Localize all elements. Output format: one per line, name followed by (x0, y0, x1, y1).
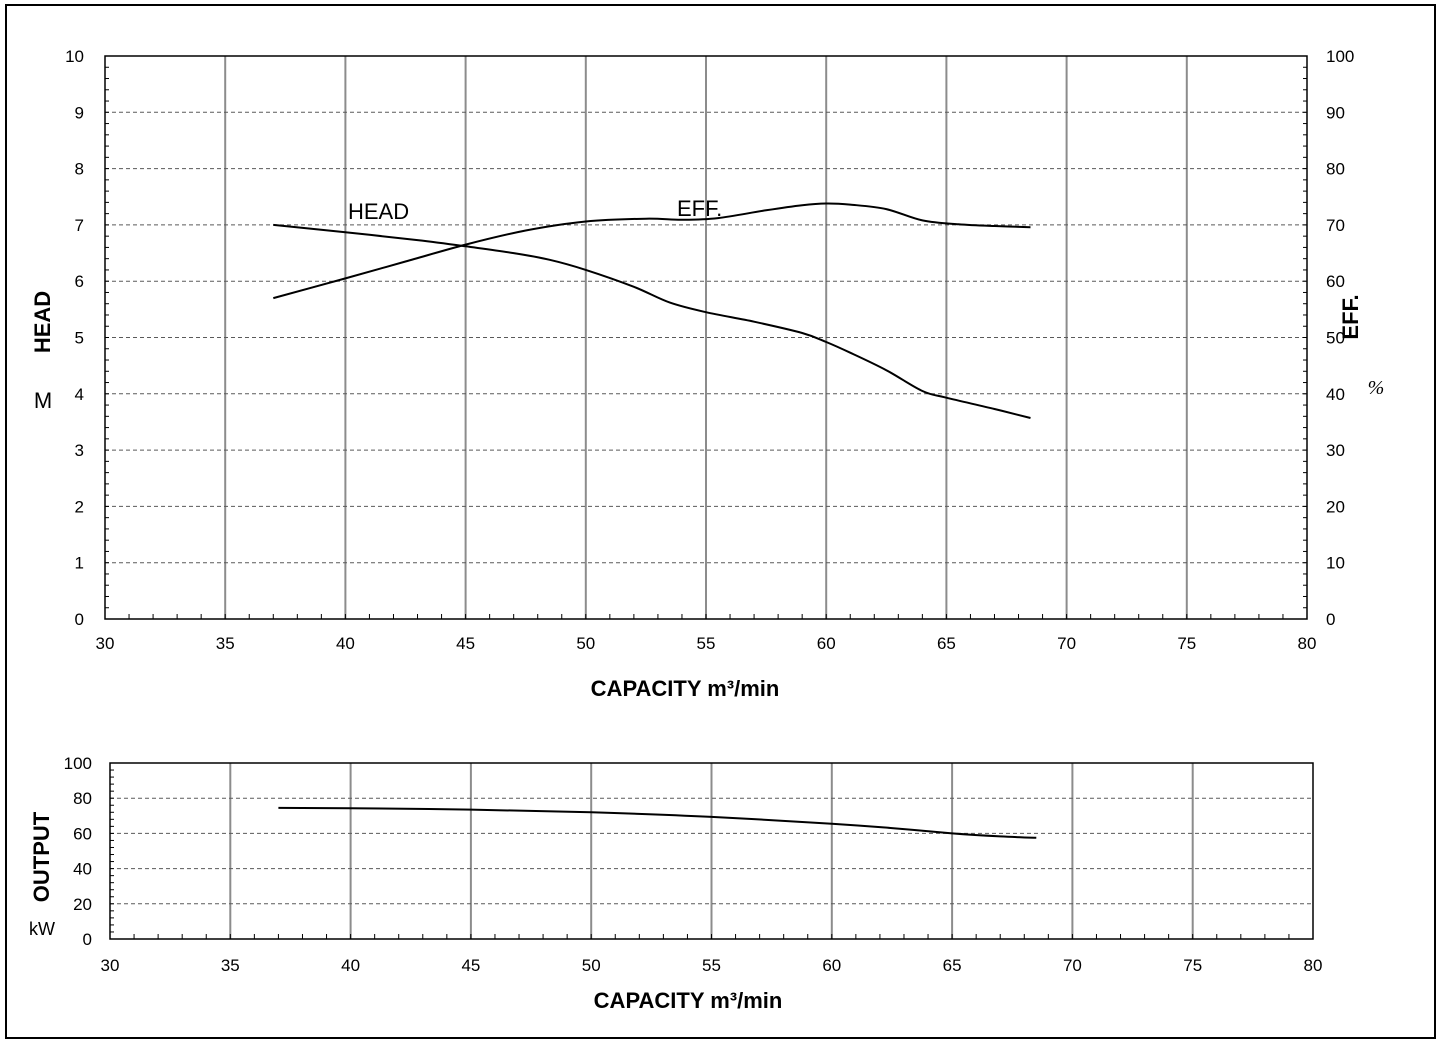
y2-tick-label: 90 (1326, 103, 1345, 122)
y2-tick-label: 100 (1326, 47, 1354, 66)
bottom-series-lines (278, 806, 1037, 839)
y2-tick-label: 40 (1326, 385, 1345, 404)
x-tick-label: 45 (456, 634, 475, 653)
x-tick-label: 40 (341, 956, 360, 975)
x-tick-label: 55 (702, 956, 721, 975)
eff-axis-title: EFF. (1338, 294, 1363, 339)
bottom-plot-area (109, 762, 1314, 940)
output-unit-label: kW (29, 919, 55, 939)
x-tick-label: 45 (461, 956, 480, 975)
chart-frame (5, 4, 1436, 1039)
eff-unit-label: % (1368, 377, 1385, 399)
x-tick-label: 55 (697, 634, 716, 653)
bottom-vertical-gridlines (229, 763, 1194, 939)
y2-tick-label: 20 (1326, 497, 1345, 516)
y2-tick-label: 30 (1326, 441, 1345, 460)
y-tick-label: 60 (73, 824, 92, 843)
y-tick-label: 9 (75, 103, 84, 122)
y-tick-label: 0 (75, 610, 84, 629)
x-tick-label: 30 (96, 634, 115, 653)
top-series-lines (273, 202, 1031, 419)
y2-tick-label: 80 (1326, 160, 1345, 179)
x-tick-label: 65 (937, 634, 956, 653)
x-tick-label: 70 (1063, 956, 1082, 975)
output-curve (278, 806, 1037, 839)
output-axis-title: OUTPUT (29, 811, 54, 902)
x-tick-label: 35 (221, 956, 240, 975)
top-horizontal-gridlines (105, 111, 1307, 564)
y-tick-label: 0 (83, 930, 92, 949)
output-chart: 30 35 40 45 50 55 60 65 70 75 80 0 20 40 60 80 100 CAPA… (29, 754, 1322, 1013)
y2-tick-label: 70 (1326, 216, 1345, 235)
x-tick-label: 80 (1304, 956, 1323, 975)
y2-tick-label: 60 (1326, 272, 1345, 291)
y-tick-label: 2 (75, 497, 84, 516)
top-left-y-tick-labels: 0 1 2 3 4 5 6 7 8 9 10 (65, 47, 84, 629)
y-tick-label: 4 (75, 385, 84, 404)
y-tick-label: 80 (73, 789, 92, 808)
eff-series-label: EFF. (677, 196, 722, 221)
head-curve (273, 223, 1031, 419)
y-tick-label: 10 (65, 47, 84, 66)
top-x-axis-title: CAPACITY m³/min (591, 676, 780, 701)
y-tick-label: 3 (75, 441, 84, 460)
y-tick-label: 6 (75, 272, 84, 291)
y-tick-label: 8 (75, 160, 84, 179)
y-tick-label: 7 (75, 216, 84, 235)
bottom-x-axis-title: CAPACITY m³/min (594, 988, 783, 1013)
head-series-label: HEAD (348, 199, 409, 224)
y2-tick-label: 50 (1326, 329, 1345, 348)
head-axis-title: HEAD (30, 291, 55, 353)
y-tick-label: 100 (64, 754, 92, 773)
eff-curve (273, 202, 1031, 300)
bottom-y-tick-labels: 0 20 40 60 80 100 (64, 754, 92, 949)
x-tick-label: 75 (1177, 634, 1196, 653)
y-tick-label: 40 (73, 860, 92, 879)
x-tick-label: 35 (216, 634, 235, 653)
x-tick-label: 75 (1183, 956, 1202, 975)
x-tick-label: 30 (101, 956, 120, 975)
x-tick-label: 70 (1057, 634, 1076, 653)
top-x-tick-labels: 30 35 40 45 50 55 60 65 70 75 80 (96, 634, 1317, 653)
bottom-x-tick-labels: 30 35 40 45 50 55 60 65 70 75 80 (101, 956, 1323, 975)
y-tick-label: 20 (73, 895, 92, 914)
x-tick-label: 60 (817, 634, 836, 653)
y-tick-label: 1 (75, 554, 84, 573)
bottom-horizontal-gridlines (110, 797, 1313, 905)
x-tick-label: 65 (943, 956, 962, 975)
x-tick-label: 60 (822, 956, 841, 975)
top-right-y-tick-labels: 0 10 20 30 40 50 60 70 80 90 100 (1326, 47, 1354, 629)
x-tick-label: 40 (336, 634, 355, 653)
x-tick-label: 50 (582, 956, 601, 975)
y-tick-label: 5 (75, 329, 84, 348)
y2-tick-label: 10 (1326, 554, 1345, 573)
x-tick-label: 50 (576, 634, 595, 653)
top-vertical-gridlines (224, 56, 1188, 619)
top-plot-area (104, 55, 1308, 620)
y2-tick-label: 0 (1326, 610, 1335, 629)
head-unit-label: M (34, 388, 52, 413)
x-tick-label: 80 (1298, 634, 1317, 653)
